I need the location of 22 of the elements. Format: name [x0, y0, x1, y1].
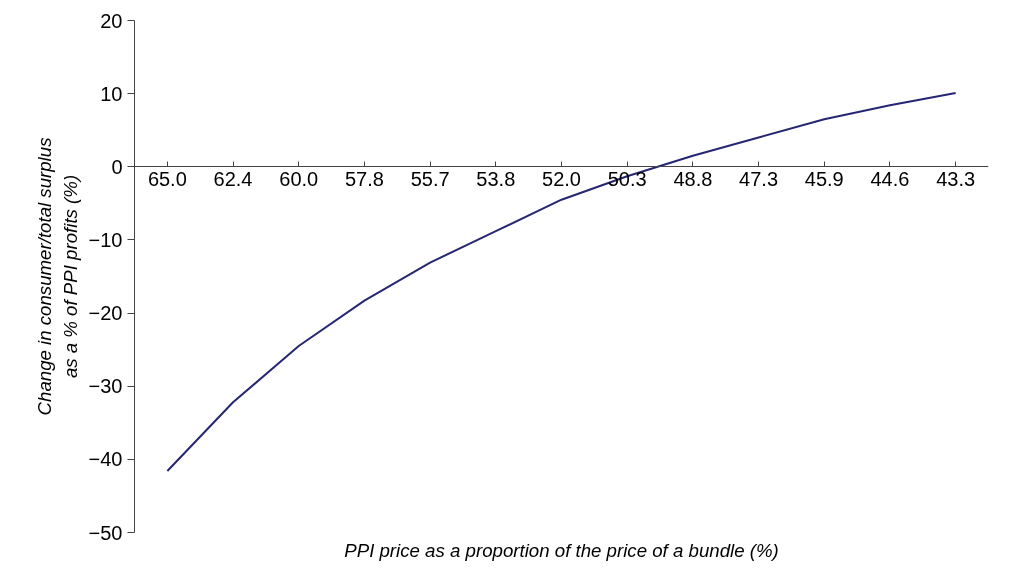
x-tick-label: 47.3 [739, 167, 779, 190]
x-tick-label: 44.6 [870, 167, 910, 190]
x-tick-label: 55.7 [410, 167, 450, 190]
x-tick-label: 60.0 [279, 167, 319, 190]
x-tick-label: 48.8 [673, 167, 713, 190]
x-tick-label: 52.0 [542, 167, 581, 190]
y-tick-label: −40 [88, 448, 123, 471]
y-tick-label: −30 [88, 375, 123, 398]
x-tick-label: 45.9 [804, 167, 844, 190]
x-tick-label: 57.8 [344, 167, 384, 190]
x-tick-label: 53.8 [476, 167, 516, 190]
y-tick-label: −50 [88, 521, 123, 544]
x-tick-label: 65.0 [147, 167, 187, 190]
y-tick-label: 20 [100, 9, 123, 32]
y-tick-label: 0 [111, 155, 123, 178]
x-tick-label: 43.3 [936, 167, 976, 190]
x-tick-label: 62.4 [213, 167, 253, 190]
y-tick-label: −10 [88, 228, 123, 251]
y-tick-label: 10 [100, 82, 123, 105]
y-tick-label: −20 [88, 302, 123, 325]
x-axis-title: PPI price as a proportion of the price of a bundle (%) [344, 539, 779, 561]
y-axis-title: Change in consumer/total surplus as a % of PPI profits (%) [34, 137, 81, 416]
